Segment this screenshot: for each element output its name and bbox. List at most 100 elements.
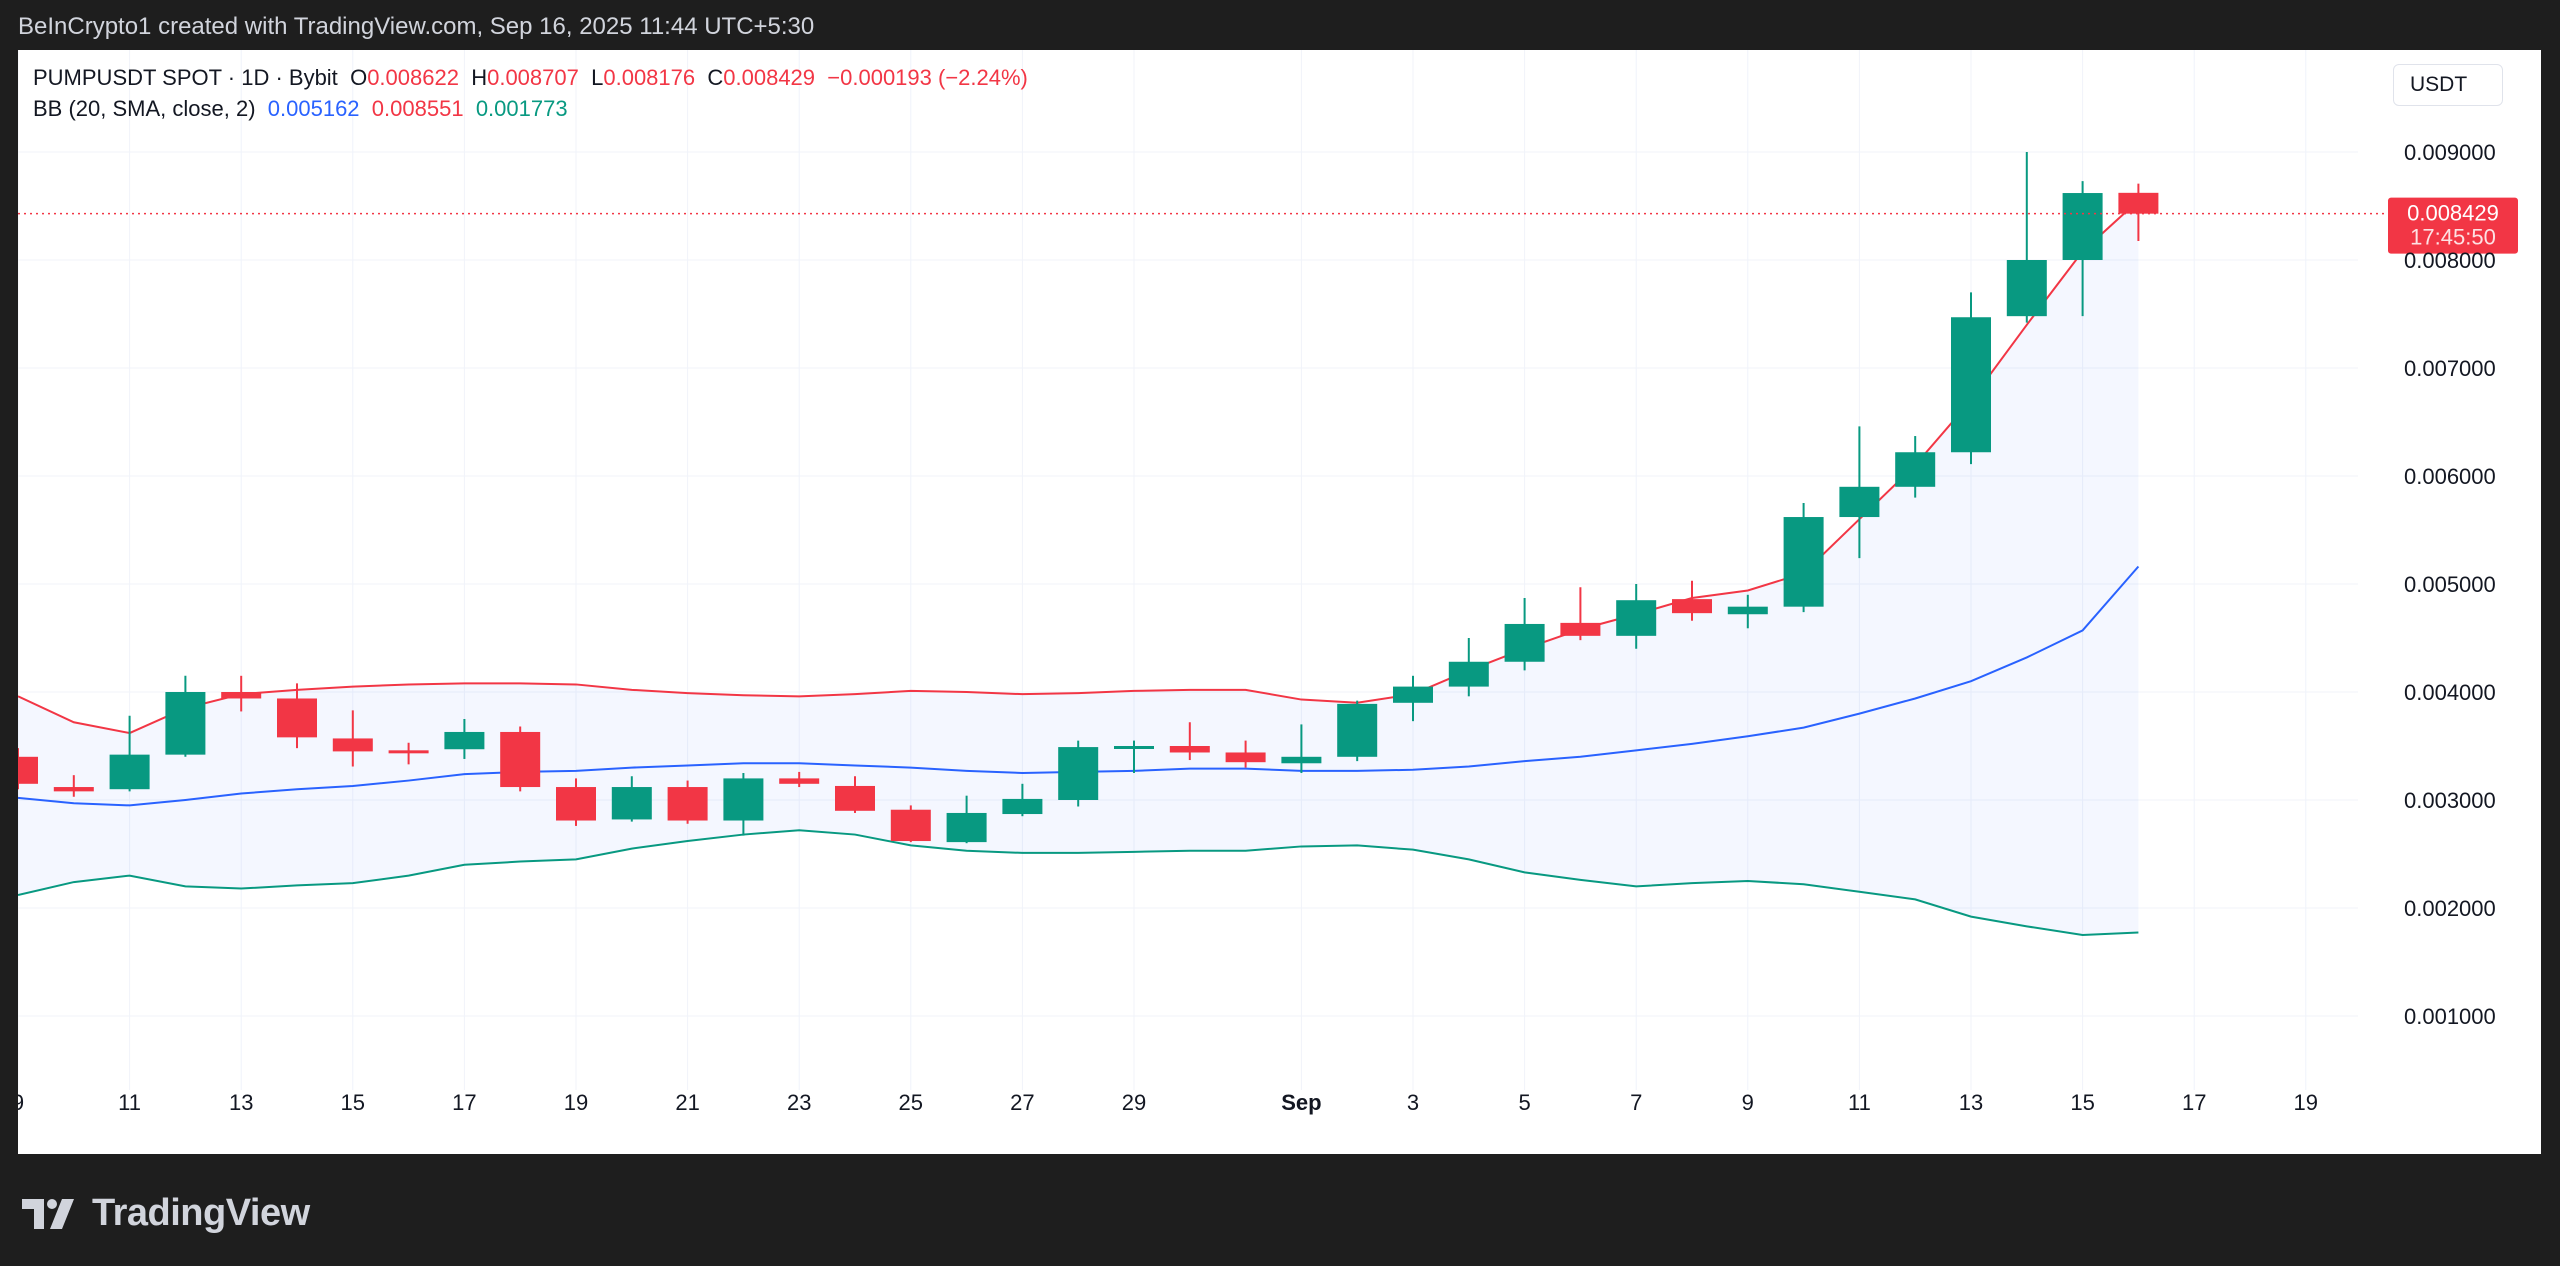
price-tick-label: 0.001000: [2404, 1004, 2496, 1029]
grid: [18, 50, 2358, 1090]
tradingview-brand: TradingView: [92, 1192, 310, 1234]
price-tick-label: 0.005000: [2404, 572, 2496, 597]
candle: [2118, 183, 2159, 241]
candle: [1337, 700, 1378, 762]
candle: [1560, 587, 1601, 641]
candle: [277, 683, 317, 749]
candle: [611, 776, 652, 822]
candle-body: [53, 787, 94, 792]
candle-body: [1727, 606, 1768, 615]
candle: [779, 771, 820, 788]
close-label: C: [707, 65, 724, 90]
candle-body: [332, 738, 373, 752]
tradingview-logo-icon: [22, 1198, 74, 1229]
candle-body: [1393, 686, 1433, 703]
date-tick-label: 5: [1518, 1090, 1530, 1115]
candle: [667, 780, 708, 824]
candle-body: [1002, 798, 1043, 815]
candle-body: [444, 731, 485, 750]
date-tick-label: 17: [2182, 1090, 2206, 1115]
candle: [1169, 722, 1210, 761]
last-price-label: 0.008429: [2407, 201, 2499, 226]
candle-body: [1448, 661, 1489, 687]
candle-body: [18, 756, 38, 784]
candle-body: [1783, 517, 1824, 607]
open-label: O: [350, 65, 368, 90]
ohlc-legend: PUMPUSDT SPOT · 1D · Bybit O0.008622 H0.…: [33, 65, 1028, 91]
author-caption: BeInCrypto1 created with TradingView.com…: [18, 13, 815, 40]
candle: [388, 742, 429, 765]
candle-body: [2118, 192, 2159, 214]
candle-body: [1504, 623, 1545, 662]
low-label: L: [591, 65, 604, 90]
candle-body: [1225, 752, 1266, 763]
close-value: 0.008429: [723, 65, 816, 90]
candle-body: [1169, 746, 1210, 753]
candle: [500, 726, 541, 792]
date-tick-label: 3: [1407, 1090, 1419, 1115]
candle: [723, 773, 764, 836]
candle: [1727, 594, 1768, 629]
bb-legend: BB (20, SMA, close, 2) 0.005162 0.008551…: [33, 96, 568, 122]
date-tick-label: 13: [229, 1090, 253, 1115]
bb-label[interactable]: BB (20, SMA, close, 2): [33, 96, 256, 121]
candle: [556, 778, 596, 826]
candle: [332, 710, 373, 767]
price-tick-label: 0.009000: [2404, 140, 2496, 165]
date-tick-label: 13: [1959, 1090, 1983, 1115]
date-tick-label: 21: [675, 1090, 699, 1115]
change-value: −0.000193 (−2.24%): [827, 65, 1028, 90]
price-tick-label: 0.007000: [2404, 356, 2496, 381]
candle-body: [1560, 622, 1601, 636]
candles: [18, 152, 2159, 844]
symbol-label[interactable]: PUMPUSDT SPOT · 1D · Bybit: [33, 65, 338, 90]
candle: [2006, 152, 2047, 323]
candle-body: [388, 750, 429, 754]
candle: [1393, 675, 1433, 722]
price-tick-label: 0.006000: [2404, 464, 2496, 489]
date-tick-label: 19: [2294, 1090, 2318, 1115]
candle-body: [611, 787, 652, 820]
date-tick-label: 17: [452, 1090, 476, 1115]
candle: [165, 675, 206, 757]
candle-body: [2062, 193, 2103, 260]
bb-basis-value: 0.005162: [267, 96, 360, 121]
candle: [1281, 724, 1322, 773]
date-tick-label: 15: [2070, 1090, 2094, 1115]
candle-body: [1616, 600, 1657, 636]
date-tick-label: 11: [118, 1090, 141, 1115]
currency-button[interactable]: USDT: [2393, 64, 2503, 106]
chart-panel[interactable]: 0.008429 17:45:50 0.009000 0.008000 0.00700…: [18, 50, 2541, 1154]
candle-body: [946, 812, 987, 843]
candle-body: [500, 731, 541, 788]
price-tick-label: 0.008000: [2404, 248, 2496, 273]
date-tick-label: 19: [564, 1090, 588, 1115]
date-tick-label: 29: [1122, 1090, 1146, 1115]
candle-body: [667, 787, 708, 821]
countdown-label: 17:45:50: [2410, 225, 2496, 250]
footer: TradingView: [0, 1154, 2560, 1266]
candle: [18, 748, 38, 790]
candle-body: [1951, 317, 1991, 453]
candle: [1504, 598, 1545, 671]
date-tick-label: 15: [341, 1090, 365, 1115]
candle-body: [1895, 452, 1936, 487]
candle-body: [277, 698, 317, 738]
candle-body: [1058, 747, 1099, 800]
date-tick-label: 25: [899, 1090, 923, 1115]
open-value: 0.008622: [367, 65, 459, 90]
date-tick-label: 9: [1742, 1090, 1754, 1115]
candle-body: [890, 809, 931, 842]
price-tick-label: 0.002000: [2404, 896, 2496, 921]
candle: [1448, 638, 1489, 697]
candle-body: [1839, 486, 1880, 518]
low-value: 0.008176: [603, 65, 696, 90]
candle-body: [779, 778, 820, 784]
candle: [109, 715, 150, 792]
candle: [1616, 584, 1657, 649]
date-tick-label: 23: [787, 1090, 811, 1115]
tradingview-logo[interactable]: TradingView: [22, 1192, 310, 1235]
candle-body: [1281, 756, 1322, 764]
